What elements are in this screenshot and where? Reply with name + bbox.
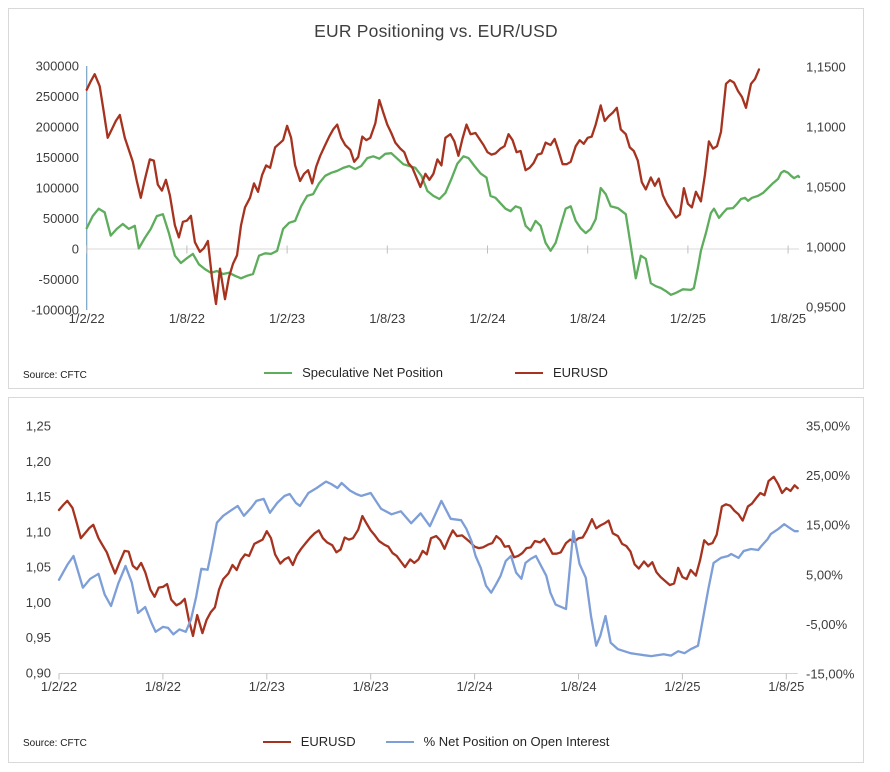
right-axis-tick-label: 1,0000 xyxy=(806,240,846,255)
left-axis-tick-label: 100000 xyxy=(36,181,79,196)
chart-panel-open-interest: 1/2/22 1/8/22 1/2/23 1/8/23 1/2/24 1/8/24 1/2/… xyxy=(8,397,864,763)
left-axis-tick-label: 1,20 xyxy=(26,454,51,469)
legend-line-swatch xyxy=(385,740,414,743)
right-axis-tick-label: 1,1000 xyxy=(806,120,846,135)
right-axis-tick-label: 1,0500 xyxy=(806,180,846,195)
legend-label: EURUSD xyxy=(300,734,356,749)
x-axis-tick-label: 1/8/23 xyxy=(353,679,389,694)
source-label: Source: CFTC xyxy=(23,370,87,381)
x-axis-tick-label: 1/2/24 xyxy=(457,679,493,694)
open-interest-line-chart: 1/2/22 1/8/22 1/2/23 1/8/23 1/2/24 1/8/24 1/2/… xyxy=(26,419,855,695)
x-axis-tick-label: 1/2/22 xyxy=(69,311,105,326)
x-axis-tick-label: 1/2/23 xyxy=(249,679,285,694)
x-axis-tick-label: 1/8/23 xyxy=(369,311,405,326)
x-axis-tick-label: 1/8/25 xyxy=(770,311,806,326)
x-axis-tick-label: 1/2/25 xyxy=(670,311,706,326)
x-axis-tick-label: 1/8/24 xyxy=(570,311,606,326)
chart-legend: Speculative Net Position EURUSD xyxy=(9,365,863,380)
left-axis-tick-label: 150000 xyxy=(36,150,79,165)
legend-item: EURUSD xyxy=(515,365,608,380)
legend-line-swatch xyxy=(264,371,293,374)
left-axis-tick-label: -50000 xyxy=(39,272,79,287)
legend-item: Speculative Net Position xyxy=(264,365,443,380)
right-axis-tick-label: -5,00% xyxy=(806,617,848,632)
legend-item: EURUSD xyxy=(262,734,356,749)
right-axis-tick-label: 15,00% xyxy=(806,518,851,533)
legend-line-swatch xyxy=(515,371,543,374)
x-axis-tick-label: 1/2/24 xyxy=(469,311,505,326)
left-axis-tick-label: 250000 xyxy=(36,89,79,104)
positioning-line-chart: 1/2/22 1/8/22 1/2/23 1/8/23 1/2/24 1/8/24 1/2/… xyxy=(31,59,846,327)
chart-panel-positioning: EUR Positioning vs. EUR/USD 1/2/22 1/8/22… xyxy=(8,8,864,389)
x-axis-tick-label: 1/8/22 xyxy=(169,311,205,326)
right-axis-tick-label: 25,00% xyxy=(806,468,851,483)
x-axis-tick-label: 1/2/22 xyxy=(41,679,77,694)
x-axis-tick-label: 1/2/25 xyxy=(664,679,700,694)
x-axis-tick-label: 1/8/22 xyxy=(145,679,181,694)
left-axis-tick-label: 1,15 xyxy=(26,489,51,504)
series-line-pct_open_interest xyxy=(57,480,799,658)
legend-label: EURUSD xyxy=(553,365,608,380)
series-line-eurusd xyxy=(57,475,799,638)
right-axis-tick-label: 1,1500 xyxy=(806,60,846,75)
x-axis-tick-label: 1/2/23 xyxy=(269,311,305,326)
legend-label: Speculative Net Position xyxy=(302,365,443,380)
x-axis-tick-label: 1/8/24 xyxy=(560,679,596,694)
left-axis-tick-label: 50000 xyxy=(43,211,79,226)
left-axis-tick-label: 200000 xyxy=(36,120,79,135)
left-axis-tick-label: 1,00 xyxy=(26,595,51,610)
legend-label: % Net Position on Open Interest xyxy=(423,734,610,749)
left-axis-tick-label: 1,10 xyxy=(26,524,51,539)
left-axis-tick-label: 1,25 xyxy=(26,419,51,434)
x-axis-tick-label: 1/8/25 xyxy=(768,679,804,694)
legend-item: % Net Position on Open Interest xyxy=(385,734,610,749)
left-axis-tick-label: 0,90 xyxy=(26,666,51,681)
right-axis-tick-label: -15,00% xyxy=(806,667,855,682)
chart-title: EUR Positioning vs. EUR/USD xyxy=(314,21,558,41)
series-line-net_position xyxy=(85,152,801,296)
series-line-eurusd xyxy=(85,68,761,306)
left-axis-tick-label: 1,05 xyxy=(26,560,51,575)
legend-line-swatch xyxy=(262,740,291,743)
right-axis-tick-label: 5,00% xyxy=(806,567,843,582)
left-axis-tick-label: 0 xyxy=(72,242,79,257)
source-label: Source: CFTC xyxy=(23,738,87,749)
left-axis-tick-label: 0,95 xyxy=(26,630,51,645)
chart-legend: EURUSD % Net Position on Open Interest xyxy=(9,734,863,749)
left-axis-tick-label: -100000 xyxy=(31,303,79,318)
right-axis-tick-label: 35,00% xyxy=(806,419,851,434)
right-axis-tick-label: 0,9500 xyxy=(806,300,846,315)
left-axis-tick-label: 300000 xyxy=(36,59,79,74)
